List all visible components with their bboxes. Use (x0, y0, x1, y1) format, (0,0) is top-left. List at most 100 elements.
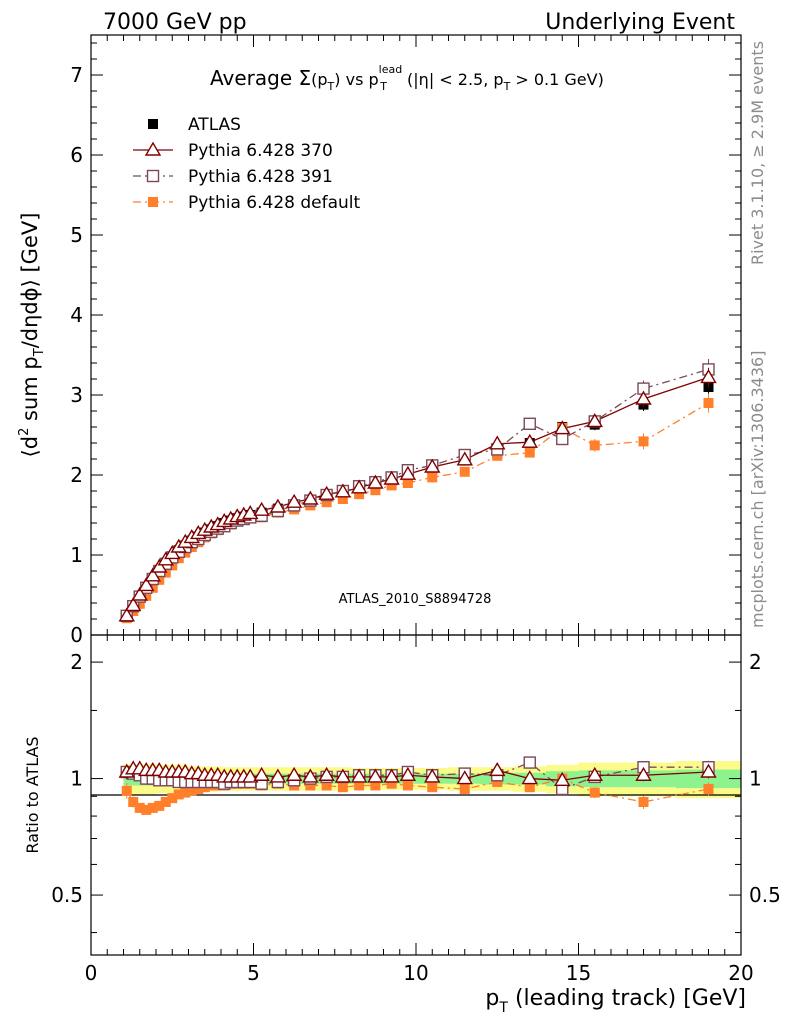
title-vs: vs p (341, 70, 379, 89)
title-arg-open: (p (311, 70, 327, 89)
main-y-tick-label: 4 (70, 303, 83, 327)
ratio-series-line (126, 777, 709, 811)
main-data-point (589, 440, 600, 451)
ratio-y-tick-label-right: 1 (749, 767, 762, 791)
header-left: 7000 GeV pp (103, 10, 247, 35)
ratio-data-point (586, 766, 603, 781)
ratio-y-tick-label: 0.5 (51, 883, 83, 907)
main-data-point (134, 598, 145, 609)
main-data-point (350, 479, 368, 494)
xlabel-p: p (485, 986, 499, 1011)
main-data-point (383, 470, 400, 485)
ratio-band-inner (318, 773, 351, 784)
title-prefix: Average (210, 66, 299, 90)
ylabel-mid: sum p (18, 356, 42, 427)
main-data-point (586, 413, 603, 428)
ratio-data-point (305, 780, 316, 791)
main-data-point (456, 451, 473, 466)
ratio-band-inner (351, 773, 384, 784)
ratio-data-point (399, 766, 417, 781)
ratio-y-tick-labels: 0.5 0.5 1 1 2 2 (51, 650, 781, 907)
ratio-band-inner (253, 773, 286, 784)
header-right: Underlying Event (545, 10, 735, 35)
ratio-data-point (318, 766, 335, 781)
legend-label: Pythia 6.428 370 (188, 141, 333, 161)
ratio-data-point (367, 768, 384, 783)
ratio-data-point (128, 796, 139, 807)
ratio-data-layer (118, 756, 717, 815)
ratio-data-point (167, 793, 178, 804)
ratio-data-point (703, 783, 714, 794)
main-data-point (118, 607, 135, 622)
ratio-data-point (173, 789, 184, 800)
main-data-point (151, 558, 168, 573)
ylabel-close: /dηdϕ⟩ [GeV] (18, 213, 42, 349)
main-data-point (302, 490, 319, 505)
main-data-point (556, 432, 569, 446)
analysis-watermark: ATLAS_2010_S8894728 (339, 592, 492, 607)
ratio-data-point (489, 761, 506, 777)
main-data-point (424, 458, 441, 473)
ratio-data-point (253, 766, 270, 781)
main-series-line (126, 368, 709, 617)
x-axis-label: pT (leading track) [GeV] (485, 986, 746, 1016)
main-y-tick-label: 6 (70, 143, 83, 167)
ratio-data-point (186, 785, 197, 796)
legend-marker (144, 141, 162, 156)
legend-marker (148, 119, 158, 129)
x-tick-label: 5 (247, 961, 260, 985)
ylabel-sub: T (32, 348, 47, 357)
main-data-point (399, 465, 417, 480)
ratio-data-point (269, 768, 287, 783)
ratio-y-tick-label-right: 2 (749, 650, 762, 674)
xlabel-rest: (leading track) [GeV] (508, 986, 746, 1011)
xlabel-sub: T (498, 1000, 508, 1016)
ratio-data-point (334, 768, 352, 783)
ratio-data-point (635, 766, 652, 781)
ratio-data-point (134, 802, 145, 813)
ratio-data-point (370, 780, 381, 791)
main-data-point (334, 483, 352, 498)
rivet-version-label: Rivet 3.1.10, ≥ 2.9M events (748, 41, 767, 265)
main-data-point (386, 480, 397, 491)
ratio-data-point (154, 800, 165, 811)
main-data-point (318, 485, 335, 500)
ratio-data-point (456, 770, 473, 785)
main-data-point (253, 501, 270, 516)
main-y-tick-label: 2 (70, 463, 83, 487)
ratio-data-point (427, 782, 438, 793)
main-y-tick-label: 1 (70, 543, 83, 567)
legend: ATLAS Pythia 6.428 370 Pythia 6.428 391 Pyt… (133, 115, 361, 213)
main-data-point (367, 474, 384, 489)
ratio-data-point (638, 796, 649, 807)
main-data-point (337, 494, 348, 504)
main-y-tick-label: 5 (70, 223, 83, 247)
ratio-data-point (459, 783, 470, 794)
ratio-data-point (402, 780, 413, 791)
main-data-point (489, 435, 506, 450)
main-data-point (144, 567, 161, 582)
ratio-data-point (386, 778, 397, 789)
title-cut2: > 0.1 GeV) (510, 70, 604, 89)
title-cut1: (|η| < 2.5, p (402, 70, 504, 89)
ratio-band-inner (676, 769, 741, 789)
ratio-band-inner (286, 773, 319, 784)
main-data-point (554, 420, 571, 435)
main-data-point (703, 398, 714, 408)
ratio-data-point (589, 787, 600, 798)
main-y-tick-label: 7 (70, 63, 83, 87)
main-data-point (524, 447, 535, 458)
title-sigma: Σ (299, 66, 312, 90)
ratio-y-tick-label: 2 (70, 650, 83, 674)
ratio-panel: 0.5 0.5 1 1 2 2 0 5 10 15 20 (51, 634, 781, 985)
ratio-data-point (424, 768, 441, 783)
ratio-data-point (302, 768, 319, 783)
ylabel-open: ⟨d (18, 436, 42, 458)
main-data-point (354, 489, 365, 500)
ratio-data-point (180, 787, 191, 798)
title-vs-sub: T (379, 80, 387, 93)
legend-marker (148, 197, 158, 207)
main-data-point (523, 417, 536, 430)
main-data-layer (118, 359, 717, 624)
